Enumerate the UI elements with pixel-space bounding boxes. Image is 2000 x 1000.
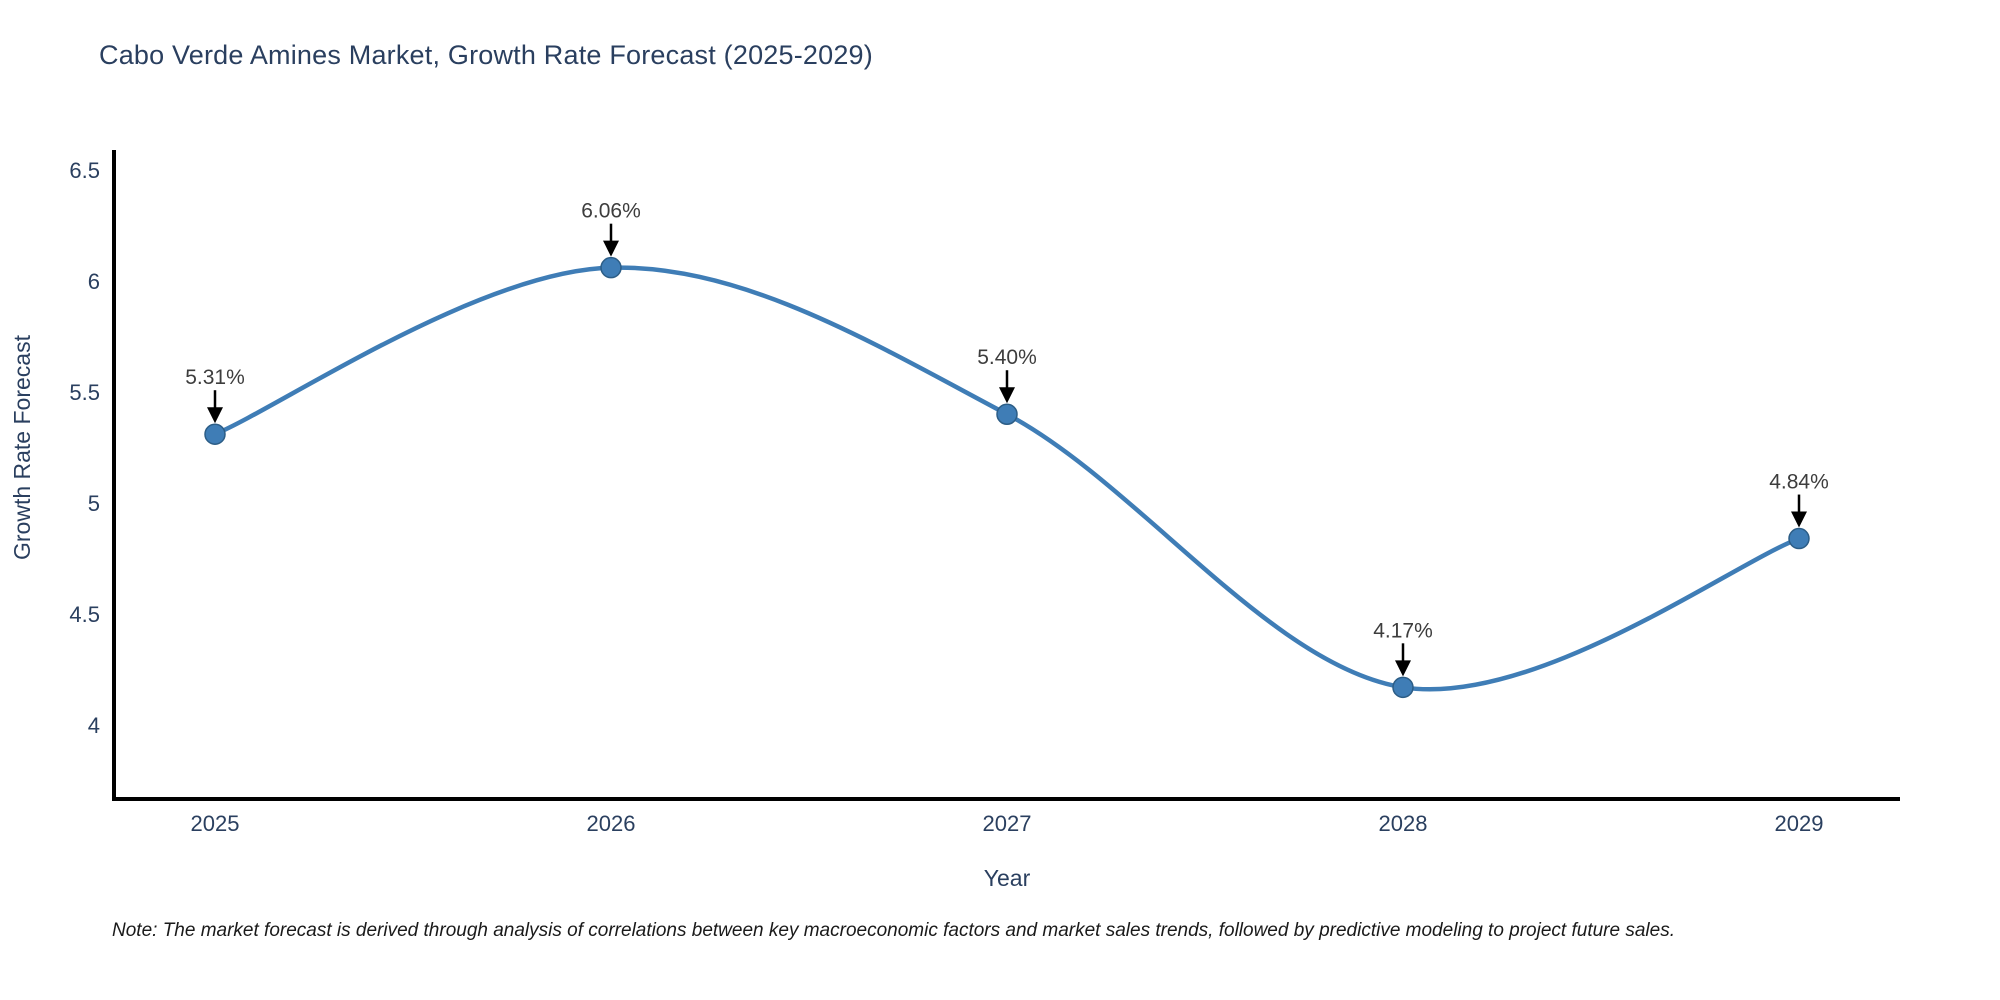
series-line [212, 265, 1802, 692]
chart-note: Note: The market forecast is derived thr… [112, 920, 1675, 941]
annotation-arrowhead-icon [1395, 660, 1411, 677]
x-axis-tick-label: 2027 [983, 811, 1032, 836]
annotation-label: 4.84% [1769, 471, 1829, 494]
annotation-label: 5.31% [185, 366, 245, 389]
annotation-arrowhead-icon [603, 240, 619, 257]
data-point-marker [996, 403, 1018, 425]
y-axis-tick-label: 4.5 [69, 602, 100, 627]
data-point-marker [600, 256, 622, 279]
annotation-arrowhead-icon [1791, 511, 1807, 528]
annotation-label: 4.17% [1373, 619, 1433, 642]
axis-line [112, 150, 1900, 801]
y-axis-tick-label: 5 [88, 491, 100, 516]
x-axis-tick-label: 2025 [191, 811, 240, 836]
annotation-label: 6.06% [581, 200, 641, 223]
x-axis-tick-label: 2026 [587, 811, 636, 836]
y-axis-tick-label: 4 [88, 713, 100, 738]
x-axis-tick-label: 2029 [1775, 811, 1824, 836]
data-point-marker [1788, 527, 1810, 550]
annotation-label: 5.40% [977, 346, 1037, 369]
x-axis-title: Year [984, 865, 1031, 891]
y-axis-title: Growth Rate Forecast [9, 334, 35, 560]
y-axis-tick-label: 5.5 [69, 380, 100, 405]
y-axis-tick-label: 6 [88, 269, 100, 294]
page-title: Cabo Verde Amines Market, Growth Rate Fo… [99, 40, 873, 70]
y-axis-tick-label: 6.5 [69, 158, 100, 183]
x-axis-tick-label: 2028 [1379, 811, 1428, 836]
annotation-arrowhead-icon [207, 407, 223, 424]
data-point-marker [1392, 676, 1414, 699]
data-point-marker [204, 423, 226, 445]
annotation-arrowhead-icon [999, 387, 1015, 404]
